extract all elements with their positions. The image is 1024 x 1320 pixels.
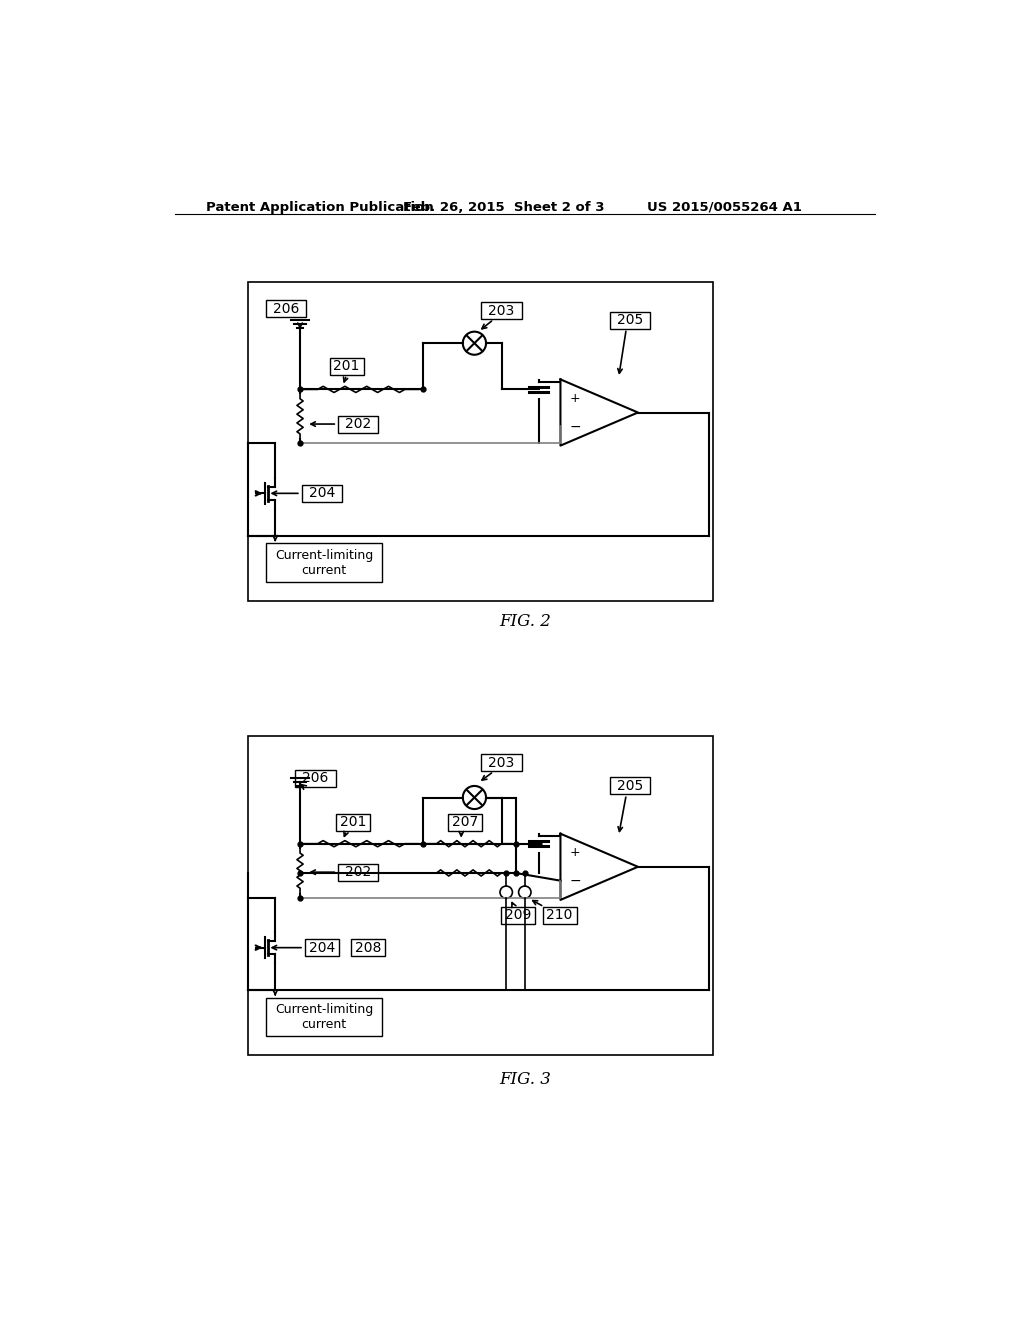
Text: 203: 203: [488, 756, 515, 770]
Bar: [248, 737, 713, 1056]
Text: FIG. 2: FIG. 2: [499, 612, 551, 630]
Bar: [302, 484, 342, 502]
Text: 210: 210: [547, 908, 572, 923]
Text: 201: 201: [334, 359, 359, 374]
Text: −: −: [569, 874, 582, 887]
Bar: [351, 940, 385, 956]
Bar: [266, 300, 306, 317]
Text: 209: 209: [505, 908, 531, 923]
Text: 206: 206: [273, 301, 299, 315]
Text: +: +: [569, 392, 581, 405]
Text: US 2015/0055264 A1: US 2015/0055264 A1: [647, 201, 802, 214]
Text: 201: 201: [340, 816, 366, 829]
Bar: [610, 777, 650, 795]
Bar: [449, 813, 482, 830]
Text: 205: 205: [617, 313, 643, 327]
Text: 204: 204: [308, 941, 335, 954]
Text: 205: 205: [617, 779, 643, 793]
Bar: [248, 281, 713, 601]
Bar: [330, 358, 364, 375]
Text: 203: 203: [488, 304, 515, 318]
Bar: [481, 755, 521, 771]
Bar: [610, 312, 650, 329]
Text: Current-limiting
current: Current-limiting current: [275, 1003, 373, 1031]
Text: 208: 208: [355, 941, 381, 954]
Bar: [338, 416, 378, 433]
Text: 204: 204: [308, 486, 335, 500]
Bar: [336, 813, 370, 830]
Text: 207: 207: [452, 816, 478, 829]
Bar: [543, 907, 577, 924]
Bar: [481, 302, 521, 319]
Text: Current-limiting
current: Current-limiting current: [275, 549, 373, 577]
Bar: [295, 770, 336, 787]
Bar: [338, 863, 378, 880]
Text: 202: 202: [345, 417, 372, 432]
Bar: [305, 940, 339, 956]
Text: 202: 202: [345, 865, 372, 879]
Text: Feb. 26, 2015  Sheet 2 of 3: Feb. 26, 2015 Sheet 2 of 3: [403, 201, 604, 214]
Text: Patent Application Publication: Patent Application Publication: [206, 201, 433, 214]
Bar: [266, 998, 382, 1036]
Text: FIG. 3: FIG. 3: [499, 1071, 551, 1088]
Bar: [266, 544, 382, 582]
Bar: [501, 907, 535, 924]
Text: −: −: [569, 420, 582, 433]
Text: 206: 206: [302, 771, 329, 785]
Text: +: +: [569, 846, 581, 859]
